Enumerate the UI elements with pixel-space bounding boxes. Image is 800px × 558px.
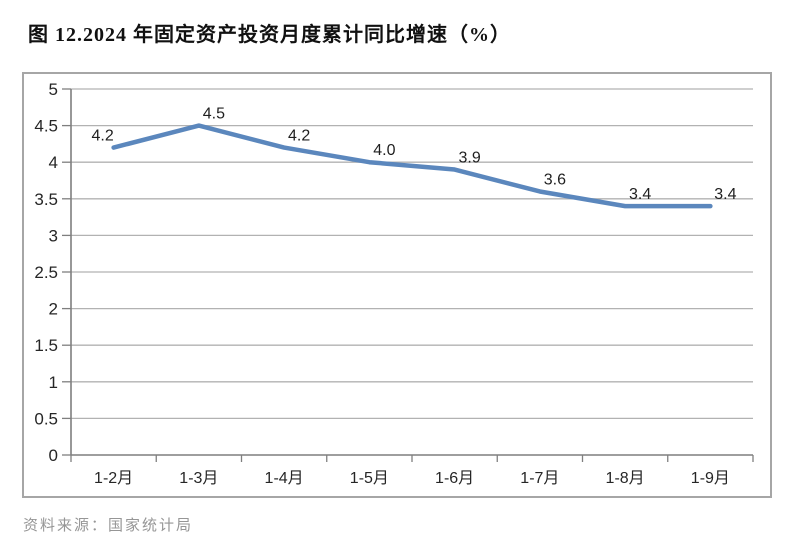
x-axis-label: 1-5月: [350, 470, 389, 487]
x-axis-label: 1-9月: [691, 470, 730, 487]
line-chart: 5 4.5 4 3.5 3 2.5 2 1.5 1 0.5 0 1-2月 1-3月 1-4月 1-5月 1-6…: [34, 80, 754, 487]
data-point-label: 3.6: [544, 171, 566, 188]
data-point-label: 4.2: [92, 128, 114, 145]
data-point-label: 3.4: [714, 186, 736, 203]
y-axis-label: 3: [49, 226, 58, 245]
data-point-label: 3.4: [629, 186, 651, 203]
x-axis-label: 1-8月: [606, 470, 645, 487]
x-axis-label: 1-3月: [179, 470, 218, 487]
y-axis-label: 3.5: [34, 190, 58, 209]
data-point-label: 4.5: [203, 106, 225, 123]
y-axis-label: 1.5: [34, 336, 58, 355]
y-axis-label: 1: [49, 373, 58, 392]
data-point-label: 4.2: [288, 128, 310, 145]
chart-title: 图 12.2024 年固定资产投资月度累计同比增速（%）: [28, 24, 511, 46]
y-axis-label: 4: [49, 153, 58, 172]
x-axis-label: 1-2月: [94, 470, 133, 487]
x-axis-label: 1-4月: [265, 470, 304, 487]
source-note: 资料来源：国家统计局: [23, 518, 194, 534]
x-axis-label: 1-7月: [520, 470, 559, 487]
y-axis-label: 0: [49, 446, 58, 465]
chart-frame: 5 4.5 4 3.5 3 2.5 2 1.5 1 0.5 0 1-2月 1-3月 1-4月 1-5月 1-6…: [22, 72, 772, 498]
y-axis-label: 5: [49, 80, 58, 99]
y-axis-label: 2.5: [34, 263, 58, 282]
data-point-label: 3.9: [459, 150, 481, 167]
data-point-label: 4.0: [373, 142, 395, 159]
y-axis-label: 4.5: [34, 117, 58, 136]
data-series-line: [111, 123, 713, 209]
y-axis-label: 0.5: [34, 409, 58, 428]
y-axis-label: 2: [49, 300, 58, 319]
x-axis-label: 1-6月: [435, 470, 474, 487]
